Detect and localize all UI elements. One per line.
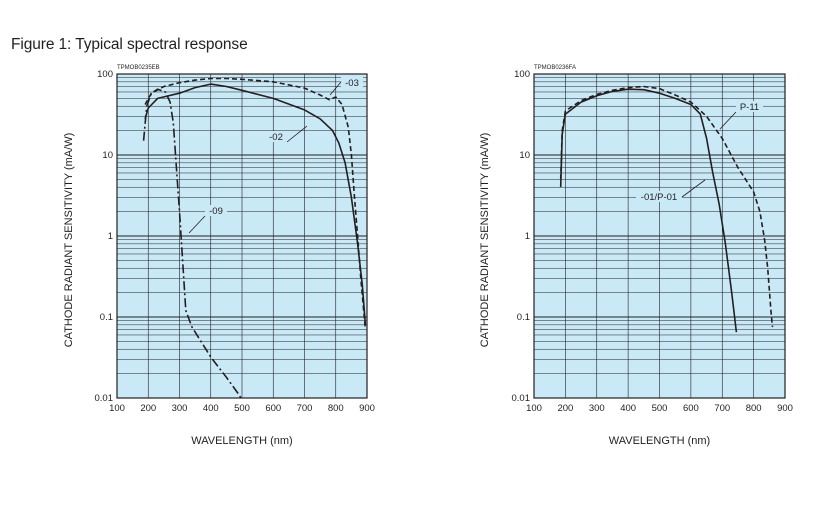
chart-1: 100 200 300 400 500 600 700 800 900 0.01 0.1 1 10 100…	[63, 65, 375, 447]
x-tick-label: 800	[746, 403, 762, 414]
series-label-bg	[341, 77, 363, 88]
x-tick-label: 400	[203, 403, 219, 414]
series-leader-line	[719, 111, 737, 130]
x-tick-label: 500	[234, 403, 250, 414]
x-tick-label: 600	[683, 403, 699, 414]
y-tick-label: 0.01	[512, 393, 531, 404]
x-tick-label: 700	[714, 403, 730, 414]
series-line	[559, 85, 774, 328]
series-leader-line	[188, 215, 206, 234]
y-tick-label: 100	[97, 69, 113, 80]
x-axis-label: WAVELENGTH (nm)	[191, 435, 292, 447]
y-tick-label: 1	[525, 231, 530, 242]
x-tick-label: 200	[140, 403, 156, 414]
grid	[534, 74, 785, 399]
figure-title: Figure 1: Typical spectral response	[11, 36, 248, 53]
y-tick-label: 0.01	[95, 393, 114, 404]
chart-code: TPMOB0236FA	[534, 65, 576, 71]
series-label: -09	[209, 206, 223, 217]
series-label: -01/P-01	[641, 192, 677, 203]
series-line	[559, 88, 738, 333]
x-tick-label: 100	[526, 403, 542, 414]
x-tick-label: 200	[557, 403, 573, 414]
series-label: -03	[345, 78, 359, 89]
series-label-bg	[205, 205, 227, 216]
x-axis-label: WAVELENGTH (nm)	[609, 435, 710, 447]
y-tick-label: 100	[514, 69, 530, 80]
x-tick-label: 700	[297, 403, 313, 414]
chart-code: TPMOB0235EB	[117, 65, 160, 71]
plot-frame	[533, 73, 786, 399]
series-leader-line	[286, 125, 308, 143]
series-label-bg	[265, 131, 287, 142]
y-axis-label: CATHODE RADIANT SENSITIVITY (mA/W)	[63, 133, 75, 348]
y-tick-label: 0.1	[100, 312, 113, 323]
x-tick-label: 500	[652, 403, 668, 414]
x-tick-label: 300	[172, 403, 188, 414]
x-tick-label: 400	[620, 403, 636, 414]
series-line	[142, 88, 243, 401]
y-tick-label: 10	[102, 150, 113, 161]
x-tick-label: 800	[328, 403, 344, 414]
y-tick-label: 0.1	[517, 312, 530, 323]
y-tick-label: 1	[108, 231, 113, 242]
series-line	[144, 77, 367, 330]
series-leader-line	[329, 81, 342, 96]
series-label: -02	[269, 132, 283, 143]
plot-frame	[116, 73, 368, 399]
y-axis-label: CATHODE RADIANT SENSITIVITY (mA/W)	[479, 133, 491, 348]
series-label-bg	[736, 101, 763, 112]
x-tick-label: 100	[109, 403, 125, 414]
x-tick-label: 900	[777, 403, 793, 414]
x-tick-label: 600	[265, 403, 281, 414]
series-label-bg	[636, 191, 682, 202]
y-tick-label: 10	[519, 150, 530, 161]
chart-2: 100 200 300 400 500 600 700 800 900 0.01 0.1 1 10 100…	[479, 65, 793, 447]
x-tick-label: 900	[359, 403, 375, 414]
series-leader-line	[681, 179, 706, 198]
series-label: P-11	[740, 102, 759, 113]
x-tick-label: 300	[589, 403, 605, 414]
series-line	[144, 83, 367, 325]
